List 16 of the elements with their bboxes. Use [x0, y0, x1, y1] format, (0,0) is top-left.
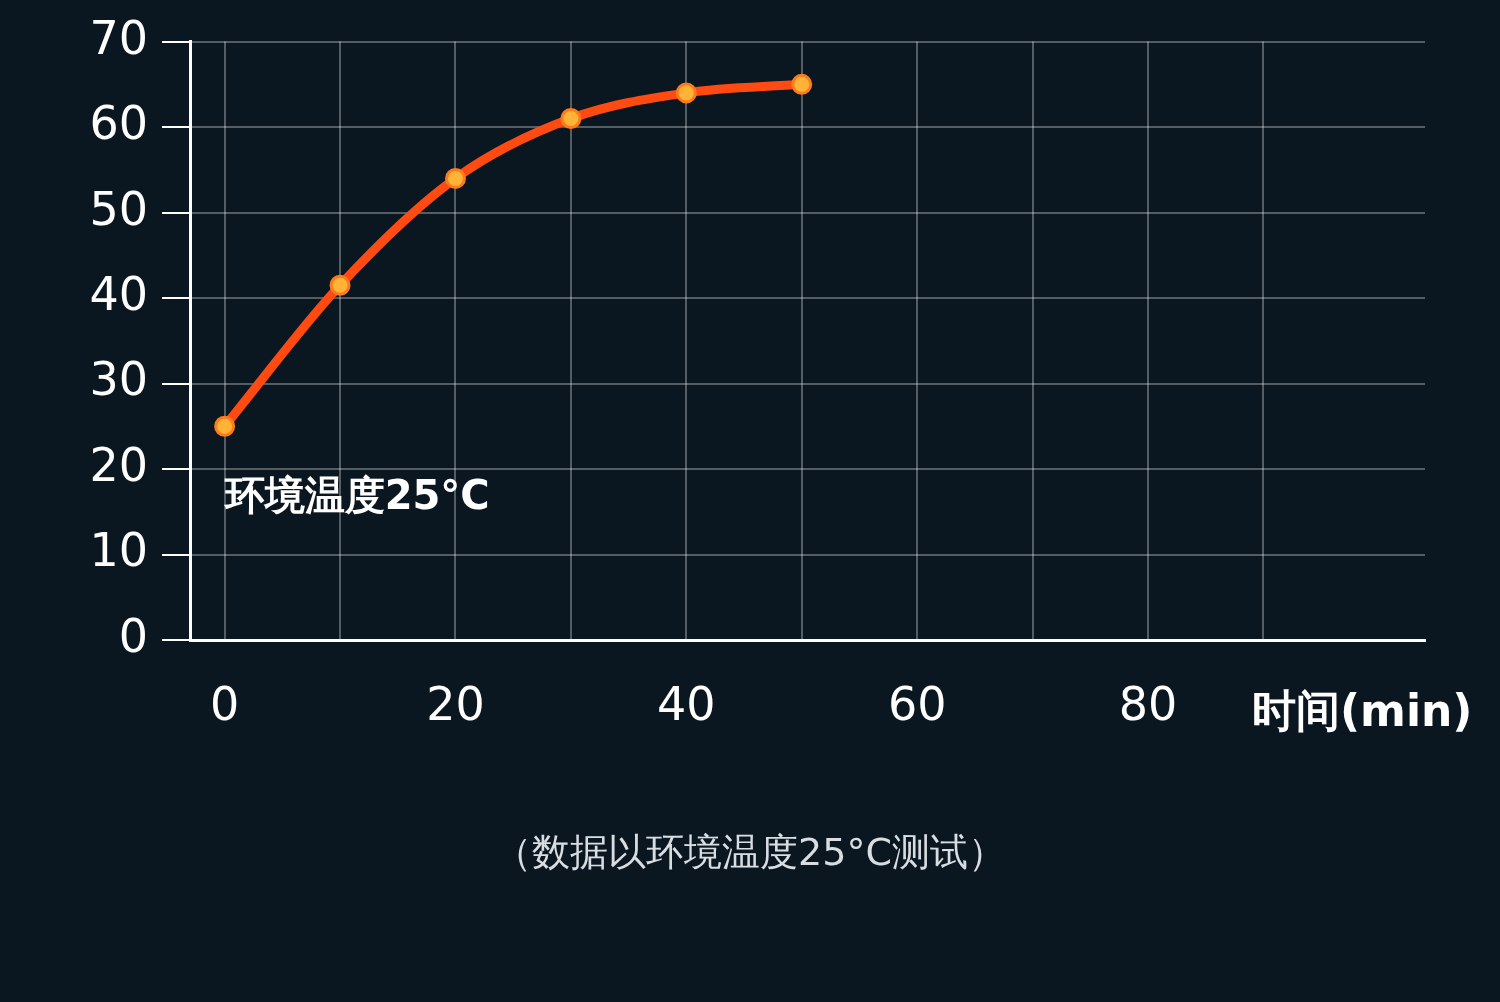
annotation: 环境温度25°C — [222, 471, 490, 518]
y-tick-label: 70 — [89, 10, 148, 65]
y-tick-label: 10 — [89, 523, 148, 578]
y-tick-label: 0 — [118, 608, 148, 663]
y-tick-label: 20 — [89, 437, 148, 492]
x-tick-label: 80 — [1118, 676, 1178, 731]
x-tick-label: 40 — [657, 676, 716, 731]
y-tick-label: 60 — [89, 96, 148, 151]
x-tick-label: 60 — [887, 676, 947, 731]
x-axis-title: 时间(min) — [1252, 685, 1473, 737]
y-tick-label: 40 — [89, 267, 148, 322]
x-tick-label: 20 — [426, 676, 485, 731]
text: （数据以环境温度25°C测试） — [494, 829, 1006, 874]
x-tick-label: 0 — [209, 676, 240, 731]
y-tick-label: 50 — [89, 181, 148, 236]
y-tick-label: 30 — [89, 352, 148, 407]
